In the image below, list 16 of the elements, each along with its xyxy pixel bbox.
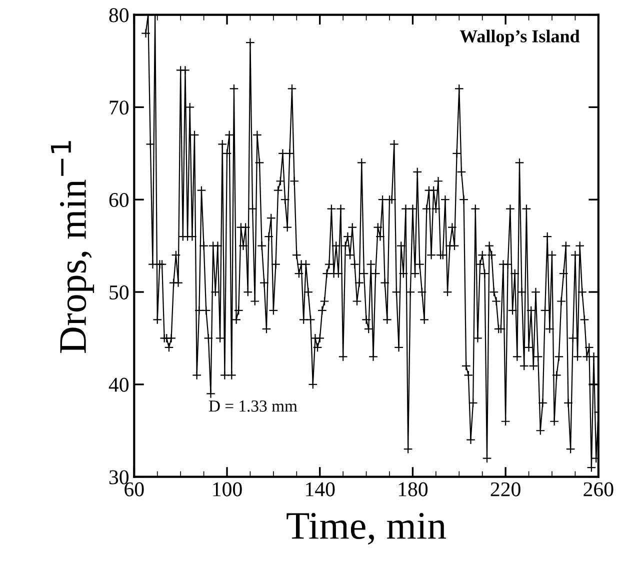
y-tick-label: 70 xyxy=(110,100,129,115)
x-tick-label: 220 xyxy=(490,482,520,496)
y-tick-label: 80 xyxy=(109,8,129,22)
x-tick-label: 100 xyxy=(213,482,242,496)
y-tick-label: 40 xyxy=(108,378,129,392)
y-axis-title: Drops, min$^{−1}$ xyxy=(51,141,94,353)
annotation: D = 1.33 mm xyxy=(208,400,298,412)
annotation: Wallop’s Island xyxy=(460,30,580,46)
x-tick-label: 260 xyxy=(584,482,614,496)
x-tick-label: 180 xyxy=(398,482,428,496)
x-tick-label: 60 xyxy=(124,482,144,496)
x-axis-title: Time, min xyxy=(286,512,446,545)
x-tick-label: 140 xyxy=(306,482,335,496)
y-tick-label: 50 xyxy=(110,285,129,300)
y-tick-label: 30 xyxy=(109,470,129,484)
y-tick-label: 60 xyxy=(109,192,129,208)
